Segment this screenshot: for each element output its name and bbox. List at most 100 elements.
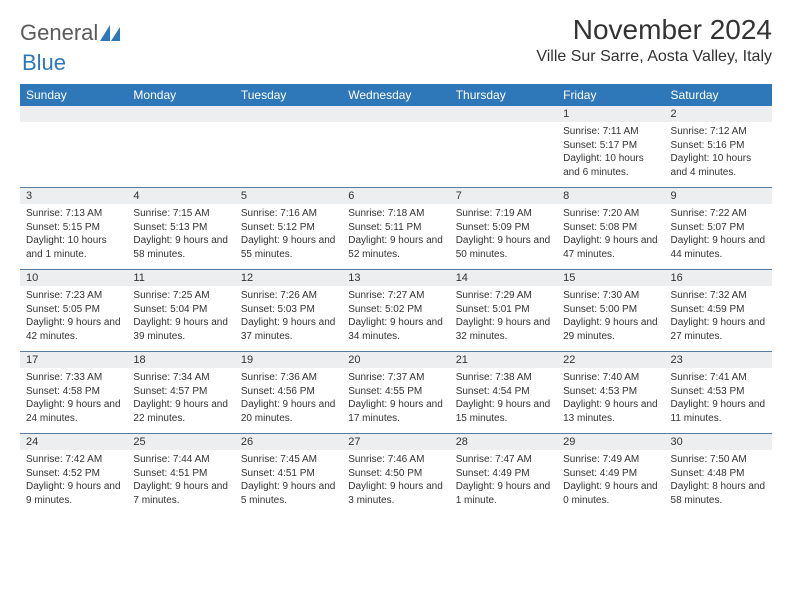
day-detail-row: Sunrise: 7:33 AMSunset: 4:58 PMDaylight:… (20, 368, 772, 434)
sunset-text: Sunset: 4:48 PM (671, 467, 766, 481)
sunset-text: Sunset: 4:56 PM (241, 385, 336, 399)
day-detail: Sunrise: 7:20 AMSunset: 5:08 PMDaylight:… (557, 204, 664, 270)
sunrise-text: Sunrise: 7:19 AM (456, 207, 551, 221)
calendar-table: Sunday Monday Tuesday Wednesday Thursday… (20, 84, 772, 515)
day-number: 27 (342, 434, 449, 451)
day-number: 11 (127, 270, 234, 287)
sunset-text: Sunset: 5:11 PM (348, 221, 443, 235)
sunrise-text: Sunrise: 7:33 AM (26, 371, 121, 385)
day-detail: Sunrise: 7:19 AMSunset: 5:09 PMDaylight:… (450, 204, 557, 270)
day-number (127, 106, 234, 122)
daylight-text: Daylight: 10 hours and 6 minutes. (563, 152, 658, 179)
daylight-text: Daylight: 9 hours and 50 minutes. (456, 234, 551, 261)
sunrise-text: Sunrise: 7:15 AM (133, 207, 228, 221)
sunrise-text: Sunrise: 7:50 AM (671, 453, 766, 467)
day-number: 29 (557, 434, 664, 451)
daylight-text: Daylight: 9 hours and 34 minutes. (348, 316, 443, 343)
day-detail: Sunrise: 7:33 AMSunset: 4:58 PMDaylight:… (20, 368, 127, 434)
day-number: 18 (127, 352, 234, 369)
day-detail: Sunrise: 7:13 AMSunset: 5:15 PMDaylight:… (20, 204, 127, 270)
day-header: Sunday (20, 84, 127, 106)
day-number (20, 106, 127, 122)
sunrise-text: Sunrise: 7:12 AM (671, 125, 766, 139)
day-number: 13 (342, 270, 449, 287)
day-number: 22 (557, 352, 664, 369)
sunset-text: Sunset: 5:01 PM (456, 303, 551, 317)
daylight-text: Daylight: 9 hours and 7 minutes. (133, 480, 228, 507)
logo-sail-icon (100, 25, 120, 41)
sunset-text: Sunset: 5:16 PM (671, 139, 766, 153)
logo: General (20, 14, 120, 46)
daylight-text: Daylight: 9 hours and 27 minutes. (671, 316, 766, 343)
day-detail: Sunrise: 7:40 AMSunset: 4:53 PMDaylight:… (557, 368, 664, 434)
sunset-text: Sunset: 5:09 PM (456, 221, 551, 235)
day-detail: Sunrise: 7:32 AMSunset: 4:59 PMDaylight:… (665, 286, 772, 352)
day-detail: Sunrise: 7:30 AMSunset: 5:00 PMDaylight:… (557, 286, 664, 352)
daylight-text: Daylight: 9 hours and 9 minutes. (26, 480, 121, 507)
daylight-text: Daylight: 9 hours and 37 minutes. (241, 316, 336, 343)
day-number-row: 17181920212223 (20, 352, 772, 369)
day-detail: Sunrise: 7:41 AMSunset: 4:53 PMDaylight:… (665, 368, 772, 434)
day-number: 10 (20, 270, 127, 287)
day-number: 4 (127, 188, 234, 205)
sunrise-text: Sunrise: 7:26 AM (241, 289, 336, 303)
day-detail: Sunrise: 7:16 AMSunset: 5:12 PMDaylight:… (235, 204, 342, 270)
sunrise-text: Sunrise: 7:47 AM (456, 453, 551, 467)
day-number: 21 (450, 352, 557, 369)
daylight-text: Daylight: 9 hours and 42 minutes. (26, 316, 121, 343)
sunrise-text: Sunrise: 7:22 AM (671, 207, 766, 221)
day-detail (450, 122, 557, 188)
logo-text-general: General (20, 20, 98, 46)
day-number: 16 (665, 270, 772, 287)
sunrise-text: Sunrise: 7:25 AM (133, 289, 228, 303)
daylight-text: Daylight: 9 hours and 29 minutes. (563, 316, 658, 343)
day-number: 26 (235, 434, 342, 451)
day-detail: Sunrise: 7:44 AMSunset: 4:51 PMDaylight:… (127, 450, 234, 515)
daylight-text: Daylight: 9 hours and 58 minutes. (133, 234, 228, 261)
daylight-text: Daylight: 9 hours and 20 minutes. (241, 398, 336, 425)
sunrise-text: Sunrise: 7:30 AM (563, 289, 658, 303)
daylight-text: Daylight: 9 hours and 39 minutes. (133, 316, 228, 343)
day-detail (342, 122, 449, 188)
sunset-text: Sunset: 4:58 PM (26, 385, 121, 399)
sunset-text: Sunset: 5:08 PM (563, 221, 658, 235)
day-detail: Sunrise: 7:42 AMSunset: 4:52 PMDaylight:… (20, 450, 127, 515)
day-detail-row: Sunrise: 7:23 AMSunset: 5:05 PMDaylight:… (20, 286, 772, 352)
daylight-text: Daylight: 9 hours and 32 minutes. (456, 316, 551, 343)
sunrise-text: Sunrise: 7:36 AM (241, 371, 336, 385)
day-number: 19 (235, 352, 342, 369)
daylight-text: Daylight: 9 hours and 24 minutes. (26, 398, 121, 425)
day-detail: Sunrise: 7:25 AMSunset: 5:04 PMDaylight:… (127, 286, 234, 352)
day-detail: Sunrise: 7:12 AMSunset: 5:16 PMDaylight:… (665, 122, 772, 188)
sunrise-text: Sunrise: 7:41 AM (671, 371, 766, 385)
day-detail (235, 122, 342, 188)
day-number: 2 (665, 106, 772, 122)
sunrise-text: Sunrise: 7:29 AM (456, 289, 551, 303)
sunset-text: Sunset: 5:03 PM (241, 303, 336, 317)
sunrise-text: Sunrise: 7:18 AM (348, 207, 443, 221)
sunset-text: Sunset: 5:07 PM (671, 221, 766, 235)
day-number: 5 (235, 188, 342, 205)
day-detail: Sunrise: 7:38 AMSunset: 4:54 PMDaylight:… (450, 368, 557, 434)
sunset-text: Sunset: 4:52 PM (26, 467, 121, 481)
daylight-text: Daylight: 9 hours and 47 minutes. (563, 234, 658, 261)
daylight-text: Daylight: 9 hours and 5 minutes. (241, 480, 336, 507)
day-detail: Sunrise: 7:36 AMSunset: 4:56 PMDaylight:… (235, 368, 342, 434)
daylight-text: Daylight: 9 hours and 11 minutes. (671, 398, 766, 425)
day-detail (127, 122, 234, 188)
day-number: 14 (450, 270, 557, 287)
day-number: 3 (20, 188, 127, 205)
day-header: Wednesday (342, 84, 449, 106)
day-number-row: 3456789 (20, 188, 772, 205)
sunrise-text: Sunrise: 7:11 AM (563, 125, 658, 139)
day-number: 1 (557, 106, 664, 122)
day-number: 17 (20, 352, 127, 369)
sunset-text: Sunset: 4:51 PM (133, 467, 228, 481)
day-detail: Sunrise: 7:22 AMSunset: 5:07 PMDaylight:… (665, 204, 772, 270)
sunset-text: Sunset: 5:04 PM (133, 303, 228, 317)
day-number: 15 (557, 270, 664, 287)
sunrise-text: Sunrise: 7:20 AM (563, 207, 658, 221)
day-detail-row: Sunrise: 7:13 AMSunset: 5:15 PMDaylight:… (20, 204, 772, 270)
daylight-text: Daylight: 9 hours and 1 minute. (456, 480, 551, 507)
sunset-text: Sunset: 5:17 PM (563, 139, 658, 153)
